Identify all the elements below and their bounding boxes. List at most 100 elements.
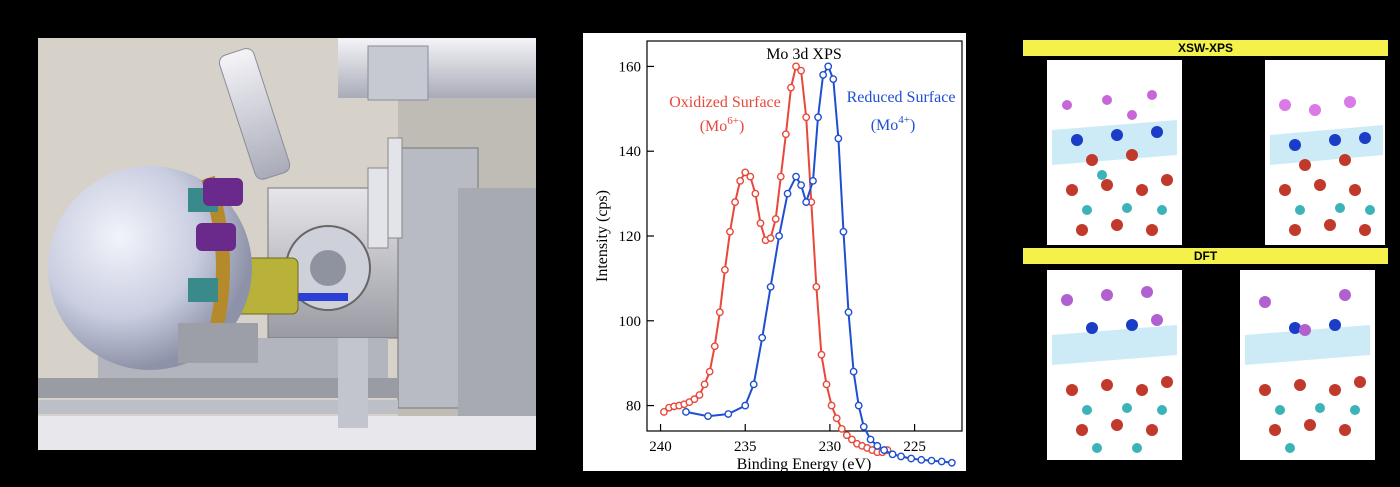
- oxidized-data-point: [746, 172, 755, 181]
- reduced-label-line2: (Mo4+): [871, 114, 916, 134]
- reduced-data-point: [766, 282, 775, 291]
- oxidized-data-point: [787, 83, 795, 92]
- reduced-data-point: [897, 452, 905, 461]
- crystal-structure-illustration-3: [1052, 286, 1177, 453]
- oxidized-data-point: [756, 219, 765, 228]
- oxidized-data-point: [690, 395, 699, 404]
- reduced-data-point: [809, 176, 817, 185]
- oxidized-data-point: [715, 308, 724, 317]
- crystal-structure-illustration-4: [1245, 289, 1370, 453]
- xps-chart: Mo 3d XPS Intensity (cps) Binding Energy…: [594, 40, 963, 473]
- reduced-mo: (Mo: [871, 117, 899, 134]
- y-tick-label: 120: [619, 229, 642, 245]
- reduced-data-point: [824, 62, 833, 71]
- reduced-data-point: [802, 198, 811, 206]
- y-axis-ticks: 80 100 120 140 160: [619, 59, 654, 415]
- x-axis-label: Binding Energy (eV): [737, 456, 872, 471]
- oxidized-data-point: [736, 176, 745, 185]
- oxidized-data-point: [817, 350, 826, 359]
- oxidized-data-point: [741, 168, 750, 177]
- reduced-data-point: [844, 308, 853, 317]
- reduced-data-point: [859, 422, 868, 431]
- oxidized-data-point: [792, 62, 800, 71]
- x-tick-label: 230: [819, 439, 842, 455]
- reduced-data-point: [741, 401, 750, 410]
- oxidized-data-point: [797, 66, 806, 75]
- reduced-data-point: [792, 172, 800, 181]
- y-tick-label: 80: [626, 399, 641, 415]
- oxidized-label-line1: Oxidized Surface: [669, 94, 781, 111]
- oxidized-data-point: [766, 234, 775, 243]
- oxidized-data-point: [822, 380, 831, 389]
- xsw-structure-reduced: [1265, 60, 1385, 245]
- oxidized-data-point: [771, 215, 780, 223]
- reduced-data-point: [775, 232, 783, 240]
- reduced-label-line1: Reduced Surface: [847, 89, 956, 106]
- reduced-data-point: [854, 401, 863, 410]
- reduced-data-point: [888, 450, 897, 459]
- reduced-data-point: [937, 457, 946, 466]
- x-axis-ticks: 240 235 230 225: [649, 424, 926, 455]
- crystal-structure-illustration: [1052, 90, 1177, 236]
- oxidized-data-point: [660, 408, 668, 416]
- dft-header: DFT: [1023, 248, 1388, 264]
- y-axis-label: Intensity (cps): [594, 190, 611, 282]
- oxidized-data-point: [802, 113, 811, 122]
- reduced-sup: 4+: [898, 114, 910, 126]
- crystal-structure-illustration-2: [1270, 96, 1383, 236]
- dft-structure-reduced: [1240, 270, 1375, 460]
- reduced-data-point: [849, 367, 858, 376]
- oxidized-data-point: [726, 227, 734, 236]
- instrument-rendering: [38, 38, 536, 450]
- reduced-data-point: [834, 134, 843, 143]
- reduced-data-point: [819, 71, 828, 79]
- reduced-data-point: [907, 454, 916, 463]
- reduced-data-point: [839, 227, 848, 236]
- oxidized-data-point: [832, 414, 841, 423]
- oxidized-data-point: [781, 130, 790, 139]
- y-tick-label: 100: [619, 314, 642, 330]
- reduced-data-point: [724, 410, 733, 418]
- oxidized-data-point: [837, 424, 846, 433]
- y-tick-label: 160: [619, 59, 642, 75]
- reduced-data-point: [682, 408, 690, 416]
- oxidized-data-point: [710, 342, 719, 351]
- reduced-data-point: [947, 458, 956, 467]
- oxidized-data-point: [721, 266, 729, 274]
- x-tick-label: 235: [734, 439, 757, 455]
- reduced-data-point: [829, 75, 838, 84]
- reduced-data-point: [814, 113, 822, 122]
- structures-panel: XSW-XPS DFT: [1015, 38, 1400, 464]
- reduced-data-point: [783, 189, 792, 198]
- oxidized-data-point: [848, 435, 856, 444]
- reduced-data-point: [797, 181, 806, 190]
- oxidized-data-point: [695, 391, 704, 399]
- reduced-data-point: [927, 456, 936, 465]
- reduced-data-point: [866, 435, 875, 444]
- oxidized-mo: (Mo: [700, 118, 728, 135]
- chart-title: Mo 3d XPS: [766, 46, 842, 63]
- reduced-data-point: [758, 333, 767, 342]
- reduced-close: ): [910, 117, 915, 134]
- y-tick-label: 140: [619, 144, 642, 160]
- reduced-data-point: [917, 455, 926, 464]
- instrument-illustration: [38, 38, 536, 450]
- x-tick-label: 240: [649, 439, 672, 455]
- oxidized-data-point: [705, 367, 714, 376]
- oxidized-data-point: [842, 431, 851, 440]
- x-tick-label: 225: [903, 439, 926, 455]
- dft-structure-oxidized: [1047, 270, 1182, 460]
- reduced-data-point: [749, 380, 758, 389]
- oxidized-data-point: [812, 282, 821, 291]
- oxidized-sup: 6+: [727, 115, 739, 127]
- oxidized-close: ): [739, 118, 744, 135]
- oxidized-label-line2: (Mo6+): [700, 115, 745, 135]
- oxidized-data-point: [751, 189, 760, 198]
- oxidized-data-point: [731, 198, 739, 206]
- xsw-xps-header: XSW-XPS: [1023, 40, 1388, 56]
- oxidized-data-point: [700, 380, 709, 389]
- oxidized-data-point: [776, 172, 785, 181]
- reduced-data-point: [873, 441, 882, 450]
- series-layer: [660, 62, 956, 467]
- xps-chart-panel: Mo 3d XPS Intensity (cps) Binding Energy…: [583, 33, 966, 473]
